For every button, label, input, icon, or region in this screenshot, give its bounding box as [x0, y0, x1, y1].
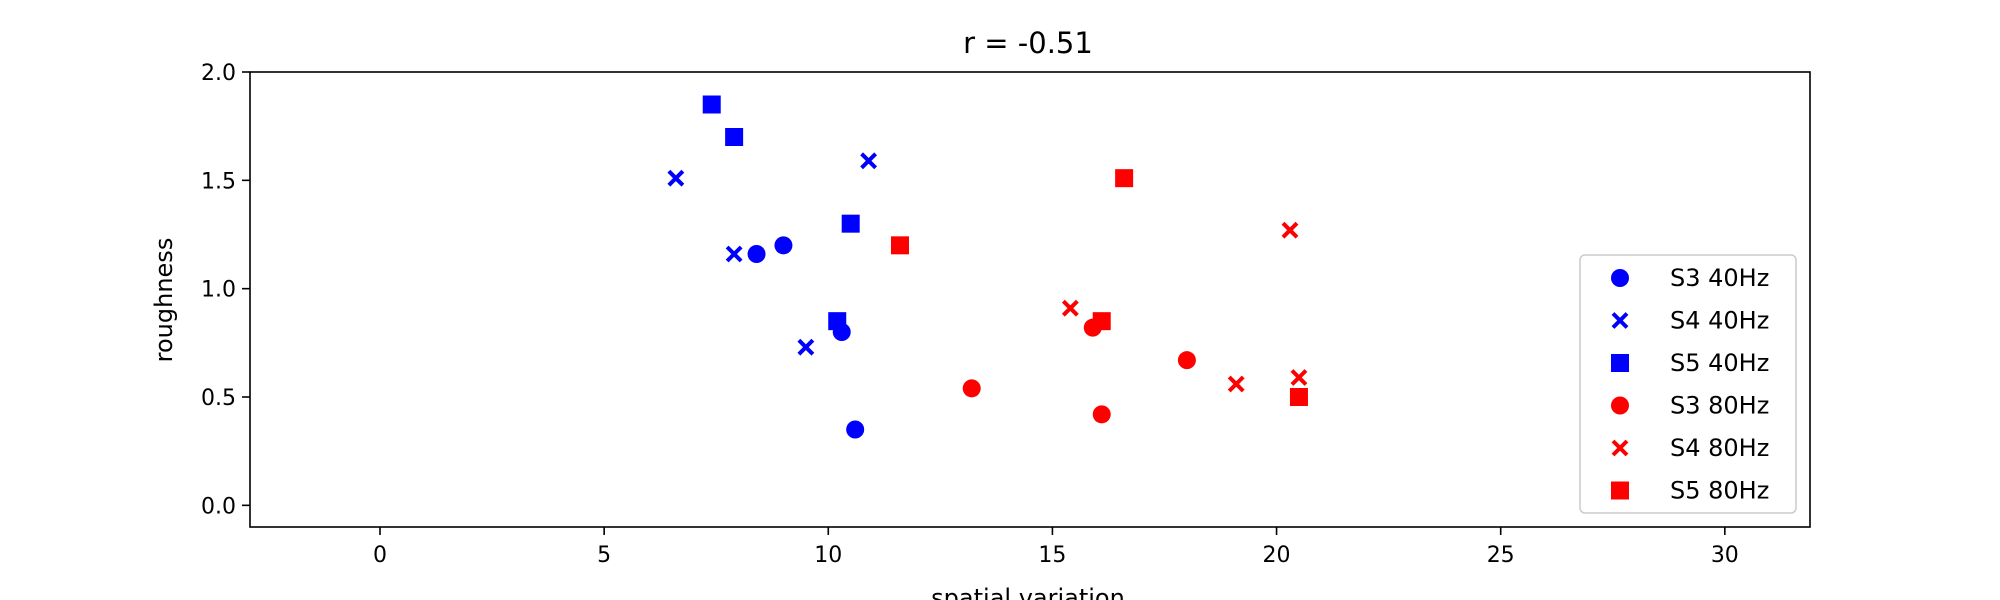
- x-tick-label: 20: [1263, 543, 1291, 568]
- data-point: [1290, 369, 1308, 386]
- y-axis-label: roughness: [150, 238, 178, 363]
- data-point: [1177, 351, 1196, 370]
- data-point: [1227, 375, 1245, 393]
- y-tick-label: 0.5: [201, 386, 236, 411]
- legend-label: S4 80Hz: [1670, 434, 1769, 462]
- x-tick-label: 15: [1038, 543, 1066, 568]
- legend-label: S4 40Hz: [1670, 307, 1769, 335]
- legend-marker: [1611, 439, 1629, 457]
- x-tick-label: 10: [814, 543, 842, 568]
- data-point: [702, 95, 721, 114]
- legend-label: S5 40Hz: [1670, 349, 1769, 377]
- data-point: [1092, 405, 1111, 424]
- chart-title: r = -0.51: [963, 26, 1093, 60]
- legend-marker: [1611, 481, 1629, 500]
- data-point: [725, 245, 743, 263]
- y-tick-label: 2.0: [201, 61, 236, 86]
- x-tick-label: 5: [597, 543, 611, 568]
- data-point: [667, 169, 685, 187]
- x-tick-label: 30: [1711, 543, 1739, 568]
- data-point: [774, 236, 793, 255]
- x-tick-label: 0: [373, 543, 387, 568]
- data-point: [725, 128, 744, 146]
- data-point: [797, 338, 815, 356]
- data-point: [1281, 221, 1299, 239]
- data-point: [747, 245, 766, 263]
- x-axis: 0 5 10 15 20 25 30: [373, 527, 1739, 568]
- legend-marker: [1611, 396, 1629, 415]
- data-point: [1092, 312, 1111, 331]
- y-tick-label: 0.0: [201, 494, 236, 519]
- data-point: [1061, 299, 1079, 317]
- y-tick-label: 1.0: [201, 278, 236, 303]
- y-axis: 0.0 0.5 1.0 1.5 2.0: [201, 61, 250, 519]
- plot-area: [667, 95, 1308, 439]
- x-axis-label: spatial variation: [931, 584, 1125, 600]
- legend-frame: [1579, 254, 1797, 514]
- legend-label: S3 80Hz: [1670, 392, 1769, 420]
- data-point: [860, 152, 878, 170]
- legend-label: S5 80Hz: [1670, 477, 1769, 505]
- data-point: [828, 312, 847, 331]
- data-point: [891, 236, 909, 255]
- legend-marker: [1611, 269, 1629, 287]
- data-point: [962, 379, 981, 398]
- plot-frame: [249, 71, 1811, 528]
- data-point: [1115, 169, 1134, 188]
- legend-marker: [1611, 312, 1629, 329]
- x-tick-label: 25: [1487, 543, 1515, 568]
- legend-marker: [1611, 354, 1629, 372]
- data-point: [1289, 388, 1308, 406]
- y-tick-label: 1.5: [201, 169, 236, 194]
- data-point: [846, 420, 865, 439]
- legend-label: S3 40Hz: [1670, 264, 1769, 292]
- legend: S3 40Hz S4 40Hz S5 40Hz S3 80Hz S4 80Hz S5 80…: [1579, 254, 1797, 514]
- data-point: [841, 214, 860, 233]
